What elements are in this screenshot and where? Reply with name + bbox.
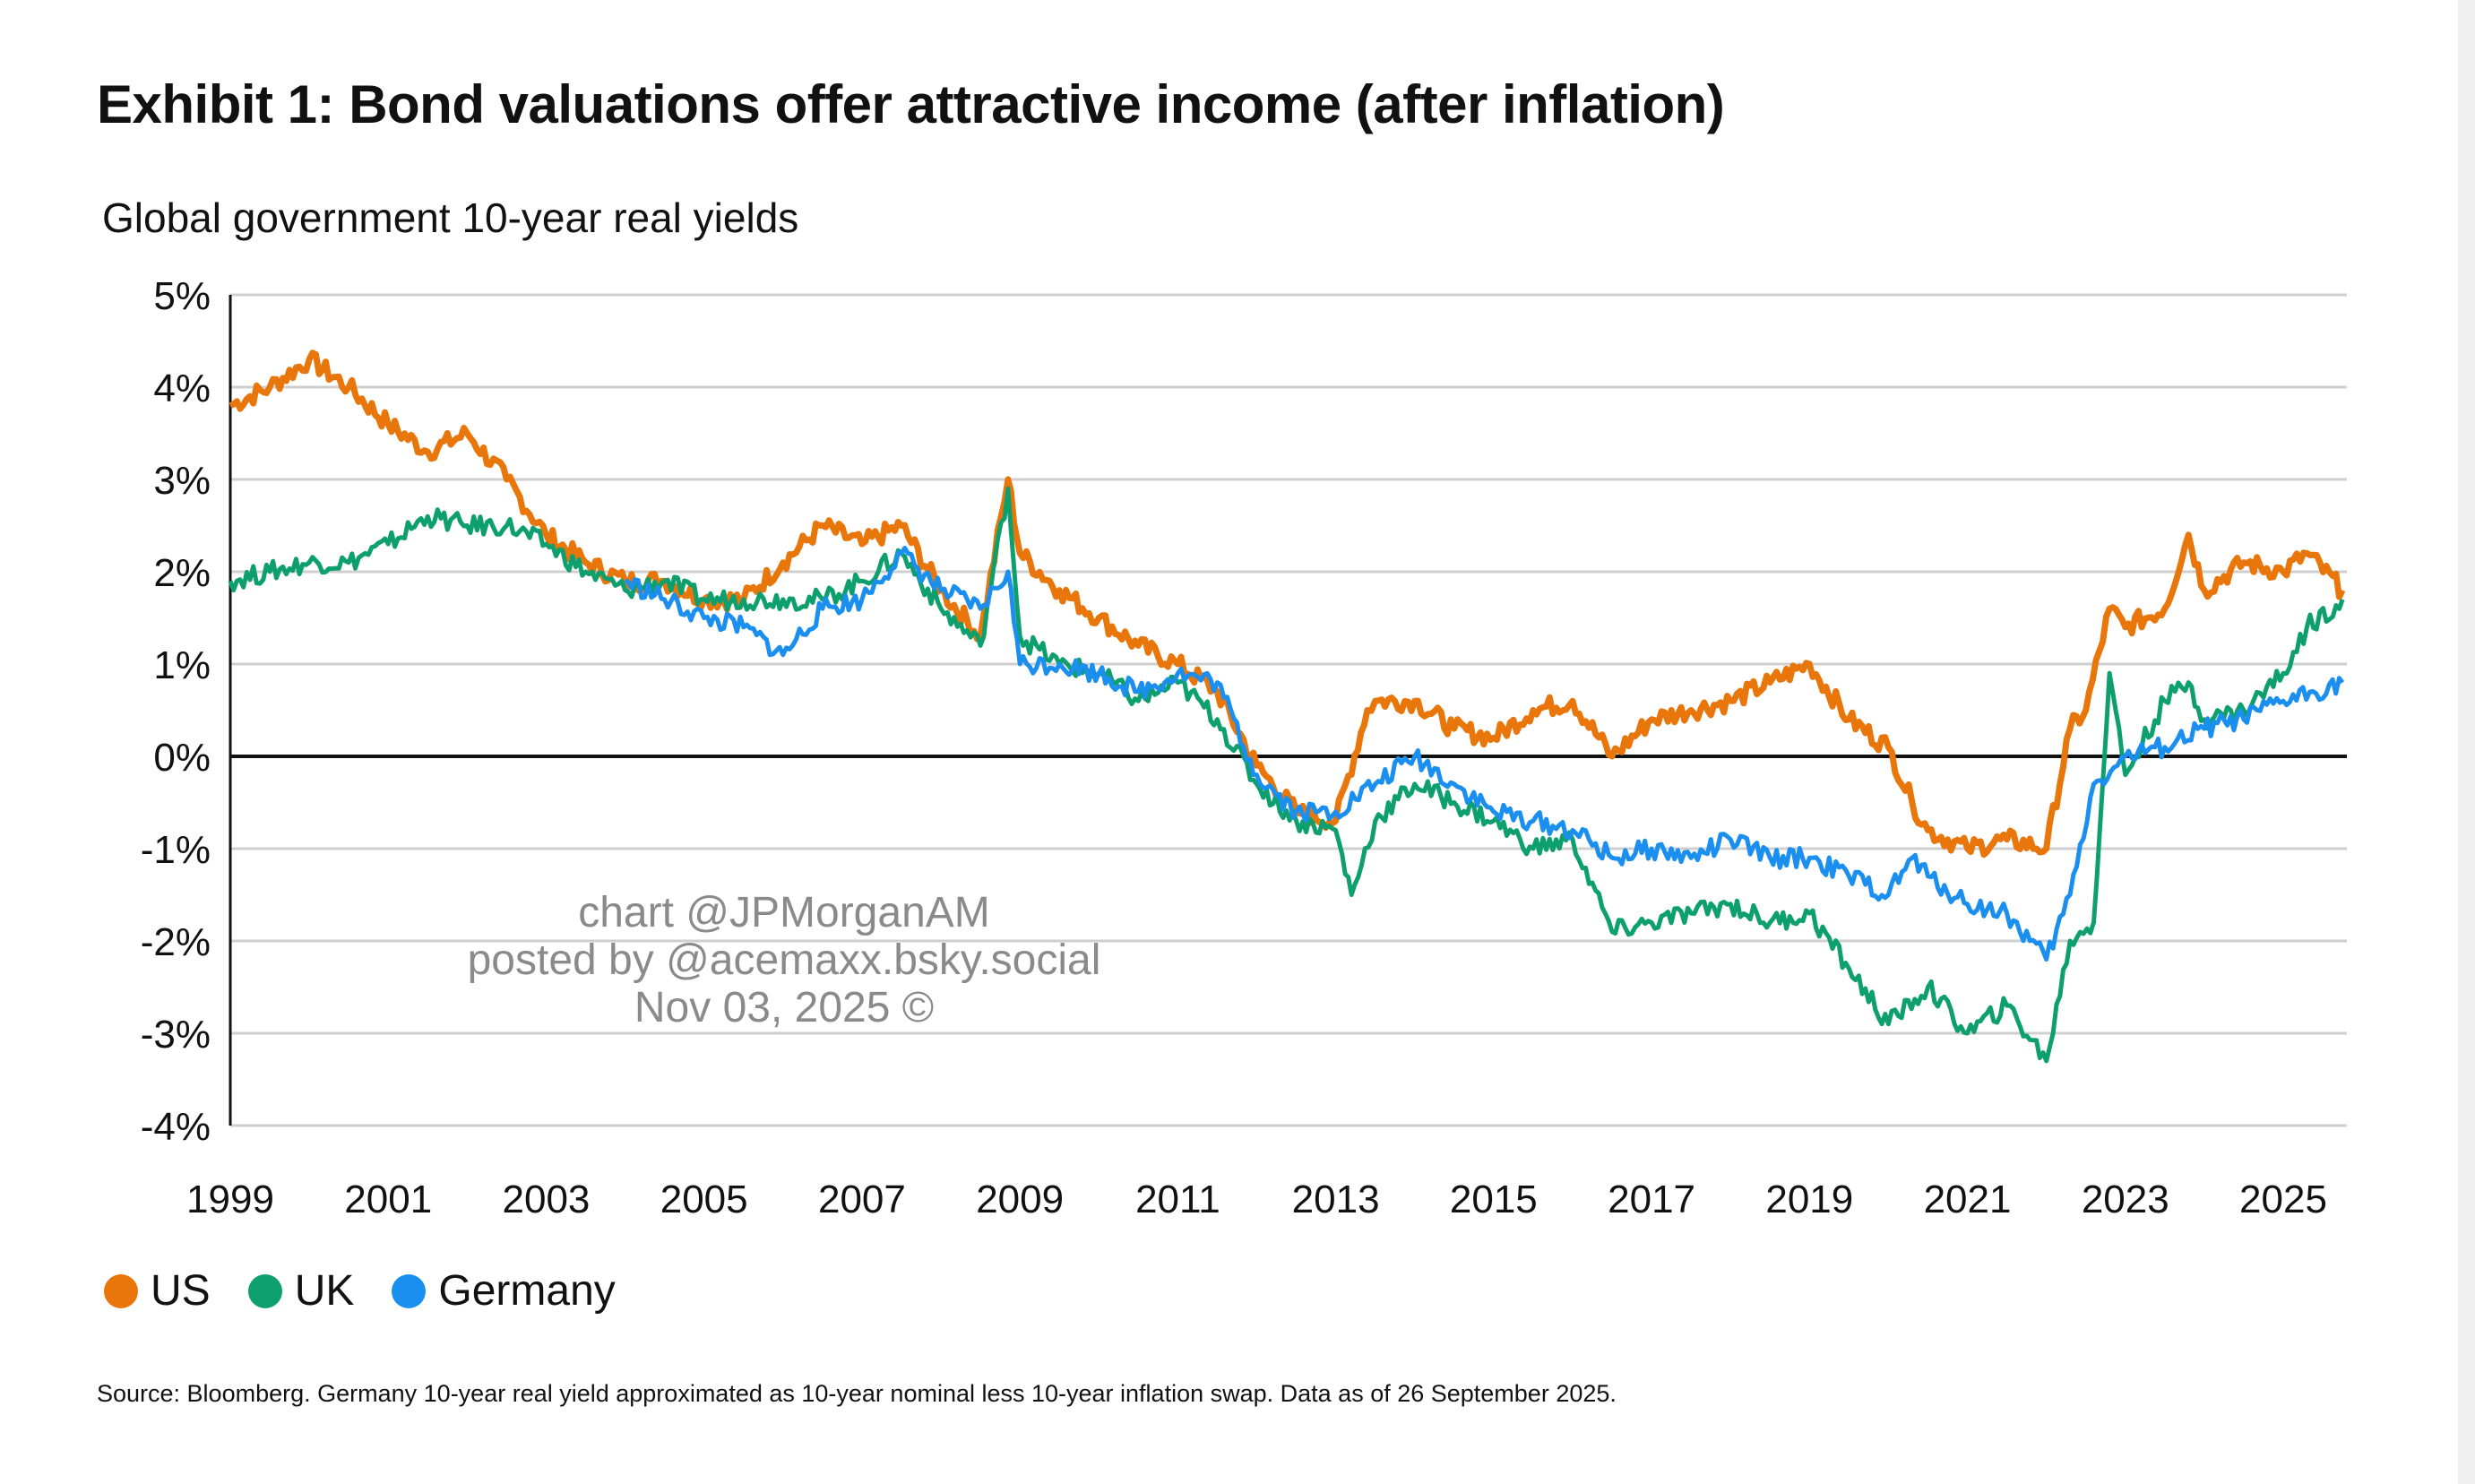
gridlines — [229, 293, 2347, 1127]
chart-title: Exhibit 1: Bond valuations offer attract… — [97, 74, 1725, 134]
x-tick-label: 2005 — [660, 1178, 748, 1221]
x-tick-label: 2023 — [2082, 1178, 2169, 1221]
legend-label: Germany — [438, 1267, 616, 1315]
legend-item-uk: UK — [247, 1266, 355, 1316]
y-tick-label: -4% — [141, 1105, 211, 1149]
watermark: chart @JPMorganAM posted by @acemaxx.bsk… — [468, 889, 1101, 1031]
legend-label: UK — [294, 1267, 355, 1315]
y-tick-label: 5% — [153, 274, 211, 318]
legend-dot-icon — [247, 1273, 282, 1308]
y-axis-ticks: 5% 4% 3% 2% 1% 0% -1% -2% -3% -4% — [141, 274, 211, 1149]
x-tick-label: 2009 — [976, 1178, 1064, 1221]
y-tick-label: 0% — [153, 736, 211, 780]
y-tick-label: 4% — [153, 367, 211, 410]
x-axis-ticks: 1999 2001 2003 2005 2007 2009 2011 2013 2015 2017… — [186, 1178, 2327, 1221]
x-tick-label: 2021 — [1924, 1178, 2012, 1221]
watermark-line: posted by @acemaxx.bsky.social — [468, 936, 1101, 984]
watermark-line: Nov 03, 2025 © — [634, 984, 934, 1031]
watermark-line: chart @JPMorganAM — [578, 889, 990, 936]
x-tick-label: 1999 — [186, 1178, 274, 1221]
x-tick-label: 2025 — [2239, 1178, 2327, 1221]
series-line-us — [229, 349, 2346, 858]
legend-item-germany: Germany — [392, 1266, 616, 1316]
legend: US UK Germany — [104, 1266, 616, 1316]
y-tick-label: -1% — [141, 828, 211, 872]
series-lines — [228, 349, 2346, 1064]
chart-subtitle: Global government 10-year real yields — [102, 194, 799, 241]
y-tick-label: 3% — [153, 459, 211, 503]
x-tick-label: 2013 — [1292, 1178, 1380, 1221]
scrollbar-track[interactable] — [2458, 0, 2475, 1484]
legend-dot-icon — [104, 1273, 138, 1308]
legend-dot-icon — [392, 1273, 427, 1308]
y-tick-label: -3% — [141, 1013, 211, 1057]
series-line-uk — [228, 486, 2345, 1064]
y-tick-label: 2% — [153, 551, 211, 595]
x-tick-label: 2011 — [1135, 1178, 1220, 1221]
series-line-germany — [624, 546, 2345, 962]
x-tick-label: 2007 — [818, 1178, 906, 1221]
source-note: Source: Bloomberg. Germany 10-year real … — [97, 1380, 1617, 1407]
y-tick-label: -2% — [141, 920, 211, 964]
x-tick-label: 2001 — [344, 1178, 432, 1221]
x-tick-label: 2017 — [1608, 1178, 1695, 1221]
y-tick-label: 1% — [153, 643, 211, 687]
x-tick-label: 2019 — [1765, 1178, 1853, 1221]
legend-item-us: US — [104, 1266, 211, 1316]
x-tick-label: 2015 — [1450, 1178, 1538, 1221]
x-tick-label: 2003 — [503, 1178, 591, 1221]
legend-label: US — [151, 1267, 211, 1315]
